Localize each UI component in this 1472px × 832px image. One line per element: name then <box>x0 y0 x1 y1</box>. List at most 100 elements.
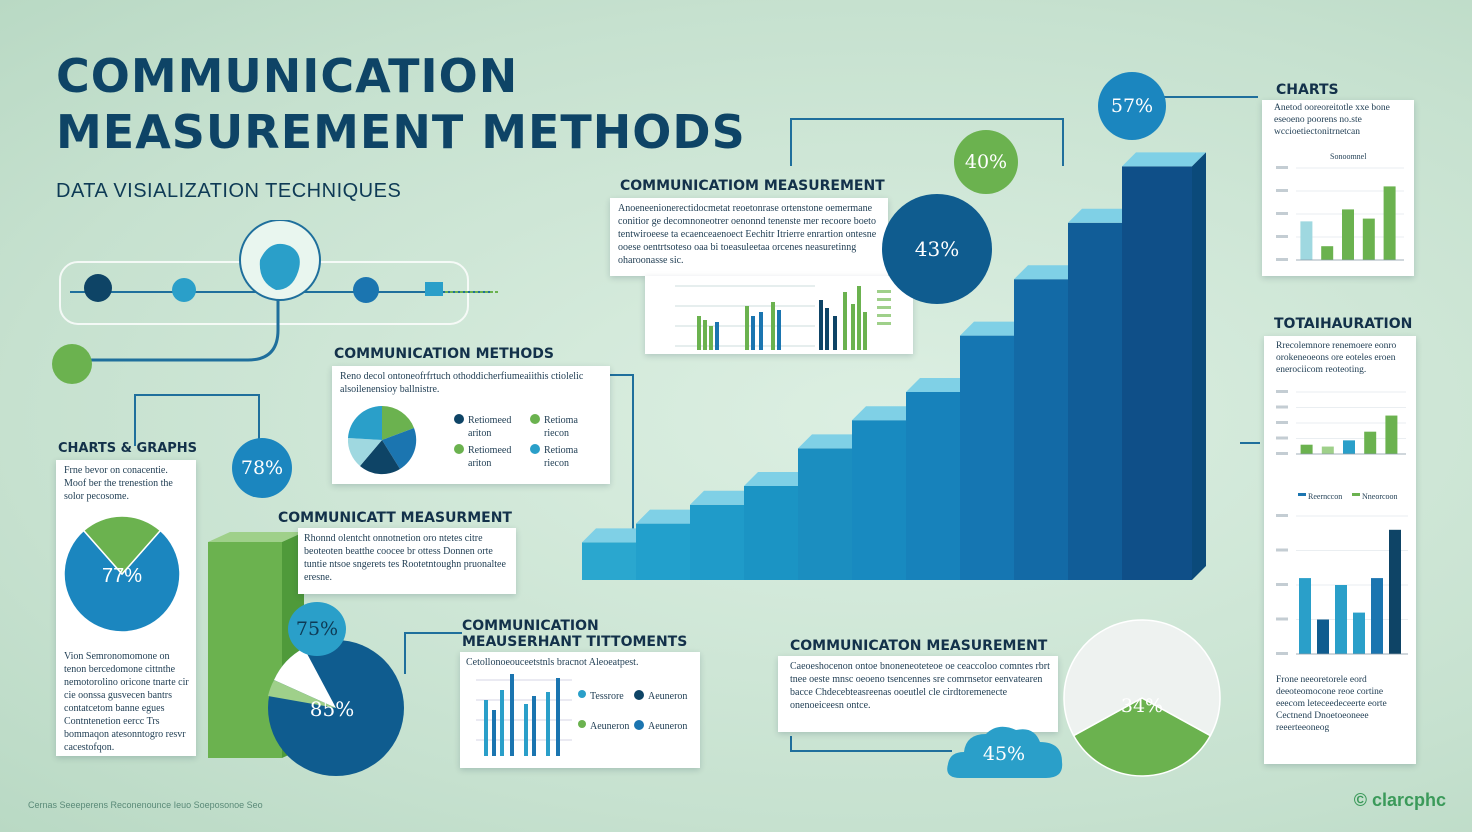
tick-label <box>1276 583 1288 586</box>
legend-dot-icon <box>454 414 464 424</box>
connector-line <box>1240 370 1260 444</box>
chart-panel: Anetod ooreoreitotle xxe bone eseoeno po… <box>1262 100 1414 276</box>
text-panel: Rhonnd olentcht onnotnetion oro ntetes c… <box>298 528 516 594</box>
legend-dot-icon <box>578 690 586 698</box>
panel-title: COMMUNICATION METHODS <box>334 346 554 362</box>
footer-text: Cernas Seeeperens Reconenounce Ieuo Soep… <box>28 800 263 810</box>
legend-swatch-icon <box>1298 493 1306 496</box>
tick-label <box>1276 390 1288 393</box>
panel-title: TOTAIHAURATION <box>1274 316 1413 332</box>
network-illustration <box>59 220 500 381</box>
tick-label <box>1276 514 1288 517</box>
percentage-bubble: 43% <box>882 194 992 304</box>
legend-label: Retiomeed ariton <box>468 445 512 469</box>
bar <box>1371 578 1383 654</box>
panel-text: Rrecolemnore renemoere eonro orokeneoeon… <box>1276 341 1397 375</box>
percentage-bubble: 78% <box>232 438 292 498</box>
saturation-bar-chart <box>1276 390 1406 455</box>
device-icon <box>425 282 443 296</box>
panel-title: CHARTS & GRAPHS <box>58 441 198 456</box>
connector-line <box>404 632 462 674</box>
tick-label <box>1276 212 1288 215</box>
percentage-bubble: 75% <box>288 602 346 656</box>
tick-label <box>1276 421 1288 424</box>
legend-dot-icon <box>634 690 644 700</box>
panel-title: COMMUNICATIOM MEASUREMENT <box>620 178 885 194</box>
legend-label: Aeuneron <box>590 721 630 732</box>
node-icon <box>172 278 196 302</box>
tick-label <box>1276 652 1288 655</box>
saturation-bar-chart-2 <box>1276 514 1408 655</box>
green-dot-icon <box>52 344 92 384</box>
pie-chart-85 <box>268 640 404 776</box>
connector-line <box>134 394 260 446</box>
bar <box>1300 221 1313 260</box>
bar <box>1343 440 1355 454</box>
mini-chart-panel <box>645 276 913 354</box>
bar <box>1300 444 1313 454</box>
connector-line <box>1130 96 1258 98</box>
text-panel: Anoeneenionerectidocmetat reoetonrase or… <box>610 198 888 276</box>
panel-title: COMMUNICATION MEAUSERHANT TITTOMENTS <box>462 618 687 650</box>
page-title: COMMUNICATION MEASUREMENT METHODS <box>56 48 746 160</box>
panel-title: COMMUNICATT MEASURMENT <box>278 510 512 526</box>
bar <box>1299 578 1311 654</box>
legend-label: Retiomeed ariton <box>468 415 512 439</box>
pie-slice <box>63 529 181 633</box>
pie-chart-77: 77% <box>63 515 181 633</box>
tick-label <box>1276 258 1288 261</box>
bar <box>1383 186 1396 260</box>
panel-text: Rhonnd olentcht onnotnetion oro ntetes c… <box>304 533 506 583</box>
title-line-2: MEASUREMENT METHODS <box>56 105 746 159</box>
percentage-bubble: 57% <box>1098 72 1166 140</box>
chart-panel: Cetollonoeouceetstnls bracnot Aleoeatpes… <box>460 652 700 768</box>
panel-text: Anetod ooreoreitotle xxe bone eseoeno po… <box>1274 103 1390 140</box>
text-panel: Reno decol ontoneofrfrtuch othoddicherfi… <box>332 366 610 484</box>
panel-text: Cetollonoeouceetstnls bracnot Aleoeatpes… <box>466 657 639 668</box>
tick-label <box>1276 436 1288 440</box>
cloud-shape <box>947 726 1063 778</box>
bar <box>1335 585 1347 654</box>
panel-title-line-2: MEAUSERHANT TITTOMENTS <box>462 634 688 650</box>
legend-swatch-icon <box>1352 493 1360 496</box>
legend-label: Aeuneron <box>648 691 688 702</box>
methods-pie-chart <box>347 405 417 475</box>
bar <box>1389 529 1401 654</box>
bar <box>1321 246 1334 260</box>
bar <box>1353 612 1365 654</box>
bar <box>1321 446 1334 454</box>
panel-text: Frone neeoretorele eord deeoteomocone re… <box>1276 675 1387 733</box>
bar <box>1364 431 1377 454</box>
pie-slice <box>1063 619 1221 737</box>
tick-label <box>1276 452 1288 455</box>
node-icon <box>353 277 379 303</box>
instruments-bar-chart <box>476 674 572 756</box>
charts-bar-chart <box>1276 166 1404 261</box>
legend-label: Nneorcoon <box>1362 492 1398 501</box>
pie-value-label: 34% <box>1120 695 1164 717</box>
instruments-legend: Tessrore Aeuneron Aeuneron Aeuneron <box>578 690 696 760</box>
legend-label: Reernccon <box>1308 492 1343 501</box>
pie-slice <box>82 515 162 576</box>
legend-dot-icon <box>454 444 464 454</box>
panel-text: Reno decol ontoneofrfrtuch othoddicherfi… <box>340 371 584 395</box>
chart-panel: Rrecolemnore renemoere eonro orokeneoeon… <box>1264 336 1416 764</box>
tick-label <box>1276 405 1288 409</box>
page-subtitle: DATA VISIALIZATION TECHNIQUES <box>56 180 402 202</box>
pie-chart-34 <box>1063 619 1221 777</box>
connector-line <box>258 394 260 446</box>
pie-value-label: 85% <box>309 697 355 721</box>
panel-text: Frne bevor on conacentie. Moof ber the t… <box>64 465 173 502</box>
legend-dot-icon <box>530 414 540 424</box>
tick-label <box>1276 617 1288 621</box>
legend-label: Tessrore <box>590 691 624 702</box>
panel-text: Caeoeshocenon ontoe bnoneneoteteoe oe ce… <box>790 661 1050 711</box>
tick-label <box>1276 166 1288 169</box>
pie-label: 77% <box>102 565 142 587</box>
bar <box>1317 619 1329 654</box>
connector-line <box>790 736 952 752</box>
connector-line <box>610 374 634 536</box>
text-panel: Caeoeshocenon ontoe bnoneneoteteoe oe ce… <box>778 656 1058 732</box>
panel-subtitle: Sonoomnel <box>1330 152 1367 161</box>
bar <box>1385 415 1398 454</box>
